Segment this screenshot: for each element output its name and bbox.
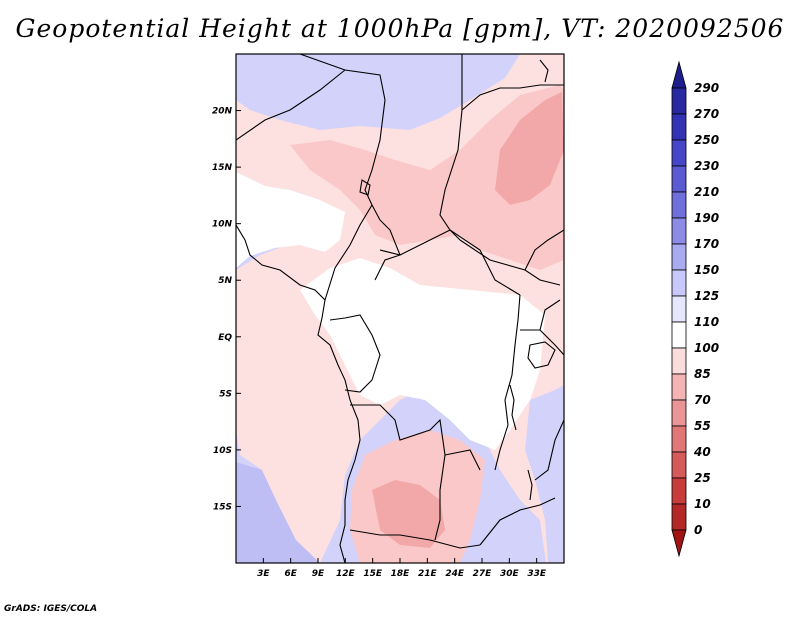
y-tick-label: 15S [213, 502, 232, 512]
border-niger-chad [364, 99, 386, 221]
colorbar: 2902702502302101901701501251101008570554… [671, 60, 719, 558]
border-chad-car [379, 219, 401, 256]
colorbar-label: 190 [694, 211, 719, 225]
colorbar-label: 125 [694, 289, 719, 303]
colorbar-label: 85 [694, 367, 711, 381]
colorbar-segment [671, 269, 687, 297]
y-axis: 20N 15N 10N 5N EQ 5S 10S 15S [212, 107, 241, 512]
x-tick-label: 12E [336, 569, 356, 579]
colorbar-label: 170 [694, 237, 719, 251]
border-angola-zambia [434, 454, 446, 541]
colorbar-segment [671, 477, 687, 505]
border-nigeria-cameroon [324, 204, 373, 301]
ocean-deep-area [236, 462, 320, 563]
map-title: Geopotential Height at 1000hPa [gpm], VT… [15, 14, 785, 43]
x-tick-label: 3E [257, 569, 270, 579]
y-tick-label: 5S [219, 389, 232, 399]
lake-malawi [527, 469, 533, 501]
colorbar-segment [671, 191, 687, 219]
border-algeria-niger [299, 54, 386, 101]
north-blue-area [236, 54, 520, 130]
x-axis: 3E 6E 9E 12E 15E 18E 21E 24E 27E 30E 33E [257, 558, 547, 579]
colorbar-segment [671, 451, 687, 479]
red-sea-coast [539, 59, 549, 83]
border-east-north [461, 84, 564, 111]
y-tick-label: 10S [213, 446, 232, 456]
colorbar-segment [671, 529, 687, 558]
border-mozambique [534, 419, 564, 481]
colorbar-segment [671, 165, 687, 193]
land-white-area [300, 258, 545, 450]
lake-tanganyika [509, 384, 517, 431]
y-tick-label: 5N [218, 276, 232, 286]
colorbar-label: 110 [694, 315, 719, 329]
y-tick-label: EQ [218, 333, 232, 343]
lake-victoria [527, 341, 556, 369]
colorbar-label: 25 [694, 471, 711, 485]
colorbar-segment [671, 139, 687, 167]
colorbar-segment [671, 347, 687, 375]
colorbar-segment [671, 243, 687, 271]
x-tick-label: 24E [445, 569, 465, 579]
border-zambia-zimbabwe [479, 497, 556, 546]
x-tick-label: 27E [473, 569, 493, 579]
border-ethiopia [524, 229, 564, 271]
colorbar-label: 0 [694, 523, 702, 537]
x-tick-label: 21E [418, 569, 438, 579]
border-kenya-tanzania [539, 329, 564, 356]
grads-credit: GrADS: IGES/COLA [4, 604, 98, 614]
land-white-west [236, 172, 345, 268]
colorbar-segment [671, 399, 687, 427]
border-namibia [349, 529, 481, 549]
x-tick-label: 33E [527, 569, 547, 579]
colorbar-label: 40 [693, 445, 711, 459]
colorbar-segment [671, 295, 687, 323]
colorbar-label: 250 [694, 133, 719, 147]
border-drc-east [494, 294, 521, 471]
colorbar-segment [671, 373, 687, 401]
colorbar-segment [671, 60, 687, 89]
y-tick-label: 15N [212, 163, 233, 173]
colorbar-label: 55 [694, 419, 711, 433]
colorbar-label: 70 [694, 393, 711, 407]
land-pink-mid [290, 85, 564, 270]
colorbar-segment [671, 425, 687, 453]
colorbar-label: 230 [694, 159, 719, 173]
colorbar-segment [671, 113, 687, 141]
x-tick-label: 18E [391, 569, 411, 579]
colorbar-segment [671, 321, 687, 349]
land-pink-dark-sw [372, 480, 445, 548]
colorbar-label: 210 [694, 185, 719, 199]
lake-chad [359, 179, 371, 196]
border-drc-angola [350, 404, 481, 471]
country-borders [236, 54, 564, 563]
map-field [236, 54, 564, 563]
colorbar-label: 150 [694, 263, 719, 277]
colorbar-segment [671, 503, 687, 531]
border-congo [329, 314, 381, 393]
border-uganda [520, 299, 561, 331]
colorbar-label: 270 [694, 107, 719, 121]
land-pink-dark-ne [495, 92, 564, 205]
east-blue-area [525, 385, 564, 563]
y-tick-label: 10N [212, 220, 233, 230]
colorbar-label: 10 [694, 497, 711, 511]
colorbar-segment [671, 217, 687, 245]
x-tick-label: 6E [284, 569, 297, 579]
coastline-west-africa [236, 224, 361, 563]
colorbar-label: 100 [694, 341, 719, 355]
x-tick-label: 9E [312, 569, 325, 579]
colorbar-segment [671, 87, 687, 115]
y-tick-label: 20N [212, 107, 233, 117]
x-tick-label: 30E [500, 569, 520, 579]
x-tick-label: 15E [363, 569, 383, 579]
colorbar-label: 290 [694, 81, 719, 95]
border-mali-niger [236, 69, 346, 141]
border-car-north [374, 254, 401, 281]
